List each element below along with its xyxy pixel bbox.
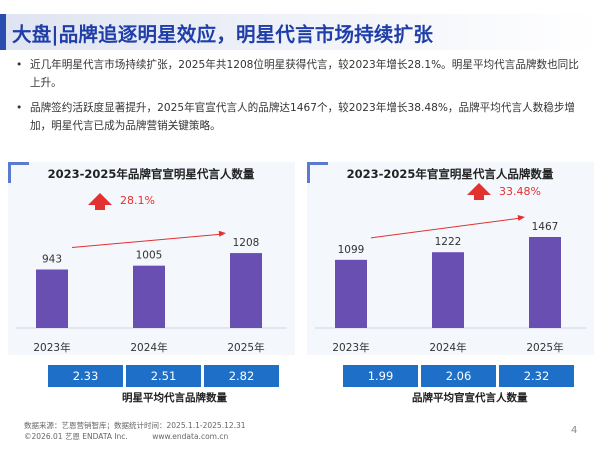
data-source-note: 数据来源：艺恩营销智库；数据统计时间：2025.1.1-2025.12.31 [24,421,246,430]
data-label: 1222 [435,236,462,248]
x-tick-label: 2025年 [227,341,264,354]
x-tick-label: 2024年 [429,341,466,354]
data-label: 1005 [136,250,163,262]
x-tick-label: 2023年 [332,341,369,354]
bar-chart-brands: 2023-2025年官宣明星代言人品牌数量 1099 2023年 1222 2024年 1… [315,167,586,354]
page-footer: 数据来源：艺恩营销智库；数据统计时间：2025.1.1-2025.12.31 ©… [24,420,246,442]
avg-endorsers-table-label: 品牌平均官宣代言人数量 [412,392,528,404]
page-header: 大盘|品牌追逐明星效应，明星代言市场持续扩张 [0,14,600,50]
header-background [0,14,600,50]
chart-panel-brands: 2023-2025年官宣明星代言人品牌数量 1099 2023年 1222 2024年 1… [307,162,594,355]
website-link[interactable]: www.endata.com.cn [152,432,229,441]
chart-panel-celebrities: 2023-2025年品牌官宣明星代言人数量 943 2023年 1005 2024年 12… [8,162,295,355]
growth-trend-line [71,233,223,249]
table-cell: 1.99 [343,365,418,387]
bullet-text: 近几年明星代言市场持续扩张，2025年共1208位明星获得代言，较2023年增长… [30,59,579,89]
data-label: 943 [42,254,62,266]
bar [230,253,262,328]
data-label: 1099 [338,244,365,256]
header-accent-bar [0,14,6,50]
copyright-text: ©2026.01 艺恩 ENDATA Inc. [24,432,128,441]
bullet-item: • 品牌签约活跃度显著提升，2025年官宣代言人的品牌达1467个，较2023年… [14,99,579,135]
table-cell: 2.51 [126,365,201,387]
x-tick-label: 2024年 [130,341,167,354]
bullet-text: 品牌签约活跃度显著提升，2025年官宣代言人的品牌达1467个，较2023年增长… [30,102,576,132]
avg-endorsers-table: 1.99 2.06 2.32 [343,365,574,387]
bullet-item: • 近几年明星代言市场持续扩张，2025年共1208位明星获得代言，较2023年… [14,56,579,92]
table-cell: 2.33 [48,365,123,387]
page-number: 4 [571,425,578,436]
page-title: 大盘|品牌追逐明星效应，明星代言市场持续扩张 [12,23,434,46]
bar-chart-celebrities: 2023-2025年品牌官宣明星代言人数量 943 2023年 1005 2024年 12… [16,167,287,354]
chart-title: 2023-2025年品牌官宣明星代言人数量 [48,167,255,181]
bar [432,252,464,328]
data-label: 1208 [233,237,260,249]
panel-corner-accent [307,162,328,183]
avg-brands-table-label: 明星平均代言品牌数量 [122,392,227,404]
up-arrow-icon [88,193,112,210]
panel-corner-accent [8,162,29,183]
growth-label: 33.48% [499,185,541,198]
x-tick-label: 2025年 [526,341,563,354]
bar [529,237,561,328]
bullet-list: • 近几年明星代言市场持续扩张，2025年共1208位明星获得代言，较2023年… [14,56,579,142]
growth-label: 28.1% [120,194,155,207]
table-cell: 2.06 [421,365,496,387]
growth-trend-line [370,217,522,239]
up-arrow-icon [467,183,491,200]
x-tick-label: 2023年 [33,341,70,354]
bullet-marker: • [16,59,23,71]
growth-arrowhead [218,230,226,237]
data-label: 1467 [532,221,559,233]
growth-arrowhead [517,214,525,221]
table-cell: 2.32 [499,365,574,387]
bar [133,265,165,328]
bar [36,269,68,328]
bullet-marker: • [16,102,23,114]
chart-title: 2023-2025年官宣明星代言人品牌数量 [347,167,554,181]
bar [335,259,367,328]
avg-brands-table: 2.33 2.51 2.82 [48,365,279,387]
table-cell: 2.82 [204,365,279,387]
